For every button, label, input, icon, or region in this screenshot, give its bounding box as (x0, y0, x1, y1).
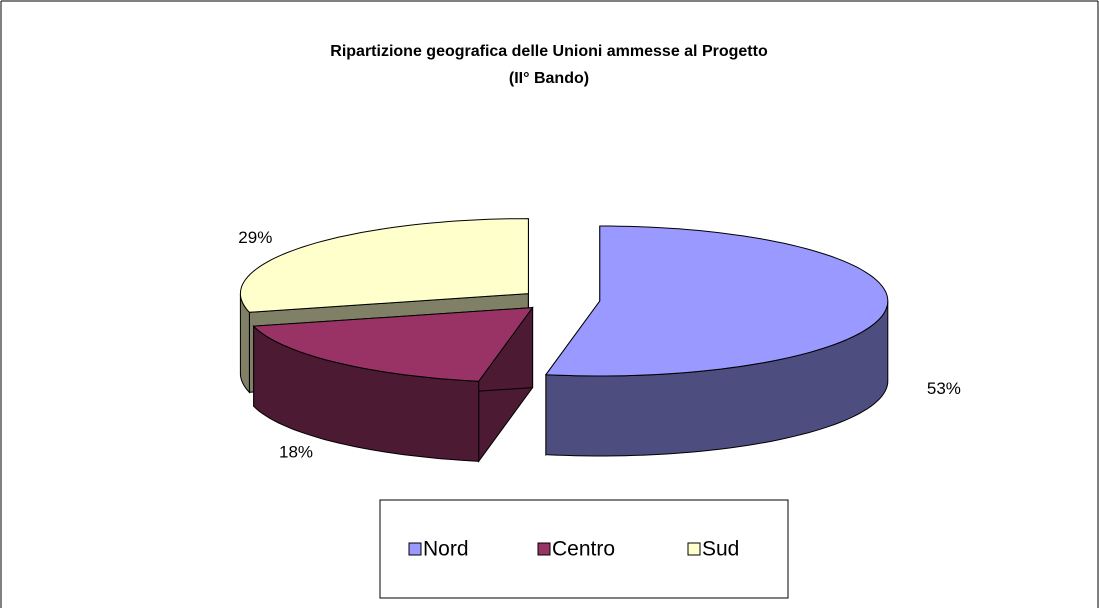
legend-label: Nord (423, 538, 469, 561)
slice (544, 225, 889, 457)
legend-swatch (687, 542, 701, 556)
slice-top (239, 218, 529, 313)
legend-swatch (408, 542, 422, 556)
data-label: 53% (927, 379, 961, 398)
slice-top (544, 225, 889, 377)
legend-swatch (537, 542, 551, 556)
slice (252, 306, 534, 463)
chart-title: Ripartizione geografica delle Unioni amm… (330, 43, 768, 60)
legend-label: Centro (552, 538, 615, 561)
legend-box (379, 499, 789, 599)
legend-label: Sud (702, 538, 739, 561)
data-label: 29% (238, 228, 272, 247)
data-label: 18% (279, 443, 313, 462)
chart-subtitle: (II° Bando) (509, 70, 589, 87)
slice-top (252, 307, 534, 382)
